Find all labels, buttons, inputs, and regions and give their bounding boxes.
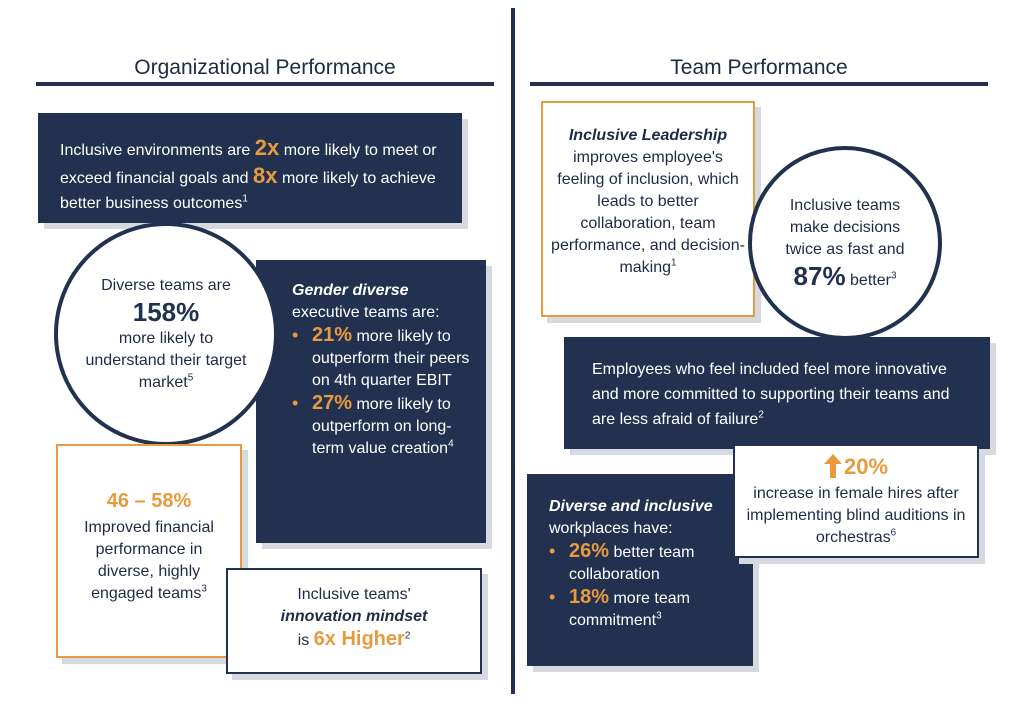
gender-diverse-intro: executive teams are: [292, 304, 440, 321]
gender-diverse-card: Gender diverse executive teams are: • 21… [256, 260, 486, 543]
center-divider [511, 8, 515, 694]
gender-bullet-2: • 27% more likely to outperform on long-… [292, 392, 454, 457]
stat-8x: 8x [253, 163, 278, 188]
market-circle: Diverse teams are 158% more likely to un… [54, 222, 278, 446]
decisions-text: Inclusive teams make decisions twice as … [785, 196, 905, 258]
inclusive-leadership-lead: Inclusive Leadership [568, 127, 728, 144]
inclusive-workplaces-card: Diverse and inclusive workplaces have: •… [527, 474, 753, 666]
female-hires-card: 20% increase in female hires after imple… [733, 444, 979, 558]
gender-diverse-lead: Gender diverse [292, 282, 409, 299]
workplaces-bullet-1: • 26% better team collaboration [549, 540, 695, 583]
stat-27: 27% [312, 392, 353, 414]
female-hires-stat-line: 20% [741, 454, 971, 483]
decisions-stat-line: 87% better3 [793, 260, 897, 291]
gender-bullet-1: • 21% more likely to outperform their pe… [292, 324, 470, 389]
up-arrow-icon [823, 454, 842, 483]
stat-26: 26% [569, 540, 610, 562]
left-header-rule [36, 82, 494, 86]
team-performance-header: Team Performance [670, 56, 848, 79]
engaged-teams-text: Improved financial performance in divers… [84, 519, 214, 602]
stat-2x: 2x [254, 135, 280, 160]
market-intro: Diverse teams are [101, 276, 231, 294]
stat-21: 21% [312, 324, 353, 346]
innovation-mindset-card: Inclusive teams' innovation mindset is 6… [226, 568, 482, 674]
financial-goals-text: Inclusive environments are 2x more likel… [60, 135, 437, 212]
market-text: more likely to understand their target m… [85, 329, 247, 391]
financial-goals-card: Inclusive environments are 2x more likel… [38, 113, 462, 223]
innovation-intro: Inclusive teams' [297, 586, 411, 603]
female-hires-text: increase in female hires after implement… [746, 485, 966, 546]
engaged-teams-card: 46 – 58% Improved financial performance … [56, 444, 242, 658]
footnote-ref: 1 [242, 193, 248, 205]
stat-6x-higher: 6x Higher [313, 628, 405, 650]
employees-included-text: Employees who feel included feel more in… [592, 361, 950, 428]
workplaces-bullet-2: • 18% more team commitment3 [549, 586, 690, 629]
right-header-rule [530, 82, 988, 86]
decisions-circle: Inclusive teams make decisions twice as … [748, 146, 942, 340]
innovation-stat-line: is 6x Higher2 [297, 628, 411, 650]
stat-158: 158% [132, 296, 200, 327]
inclusive-leadership-text: improves employee's feeling of inclusion… [551, 149, 745, 276]
stat-46-58: 46 – 58% [106, 490, 192, 512]
stat-18: 18% [569, 586, 610, 608]
inclusive-leadership-card: Inclusive Leadership improves employee's… [541, 101, 755, 317]
stat-20: 20% [843, 454, 889, 479]
workplaces-intro: workplaces have: [549, 520, 673, 537]
workplaces-lead: Diverse and inclusive [549, 498, 713, 515]
org-performance-header: Organizational Performance [134, 56, 396, 79]
stat-87: 87% [793, 260, 846, 291]
innovation-mindset-emphasis: innovation mindset [280, 608, 428, 625]
employees-included-card: Employees who feel included feel more in… [564, 337, 990, 449]
